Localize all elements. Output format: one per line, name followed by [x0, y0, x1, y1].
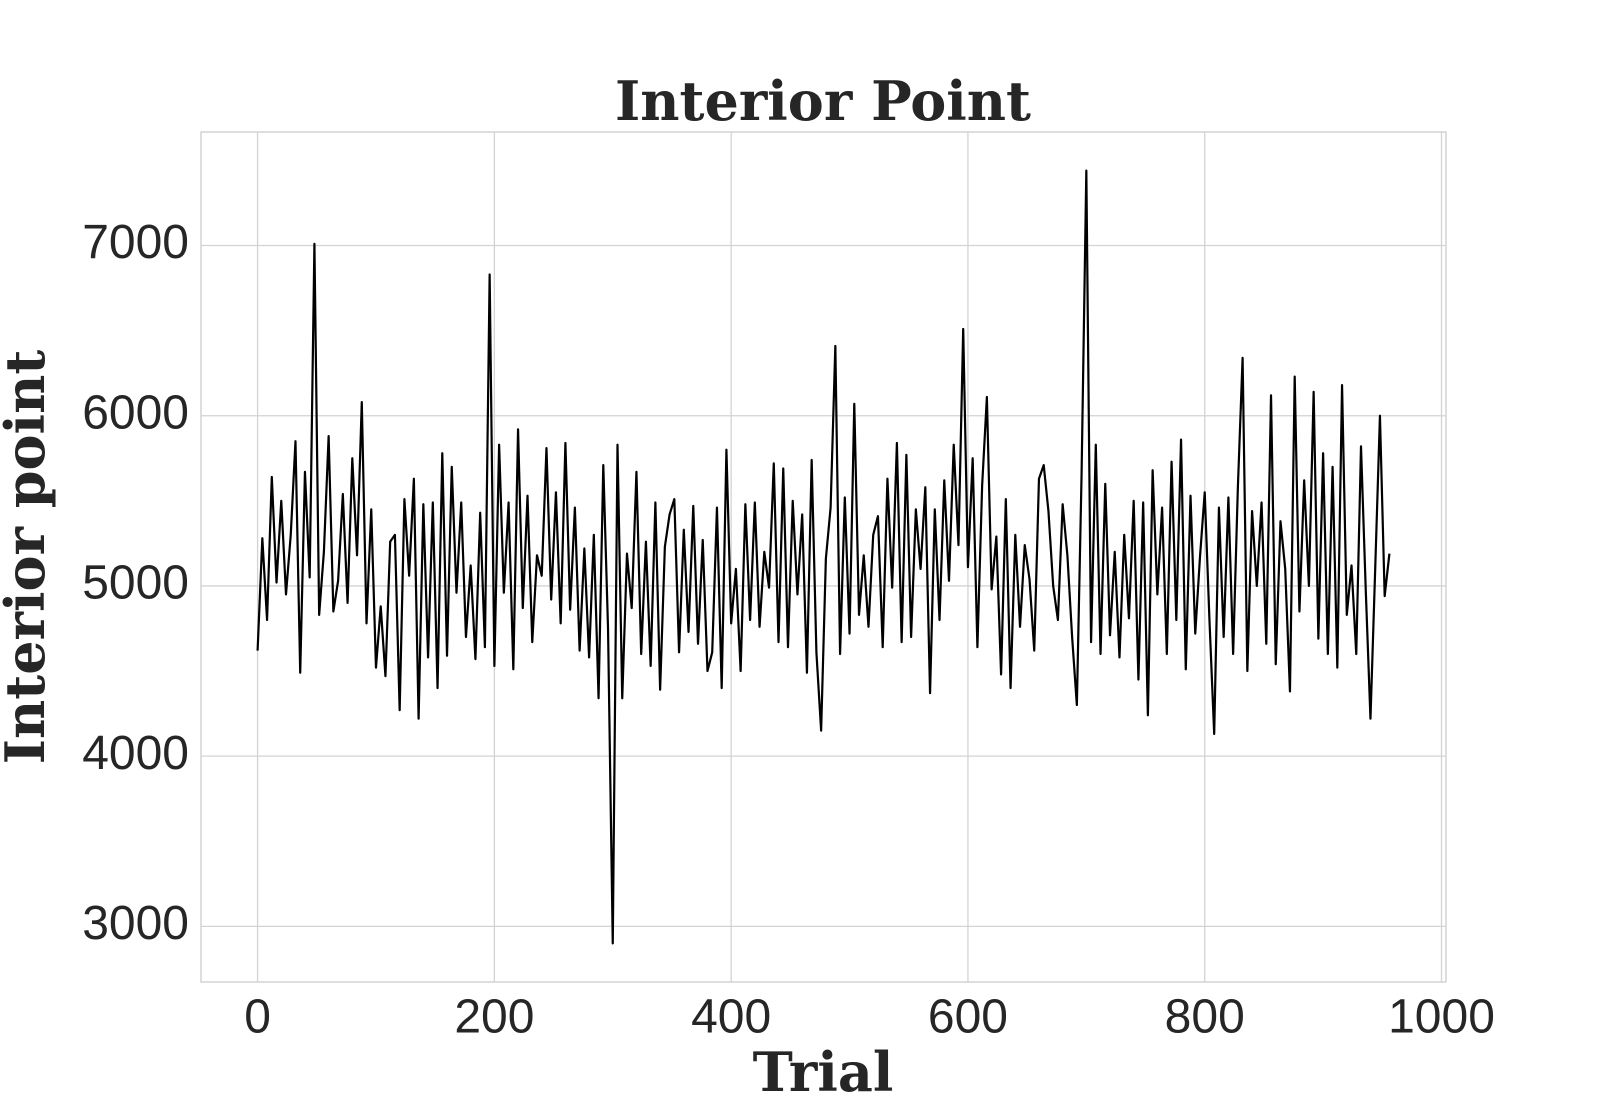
chart-title: Interior Point — [615, 69, 1031, 133]
y-axis-label: Interior point — [0, 350, 57, 765]
y-tick-label: 7000 — [82, 216, 189, 269]
data-line — [256, 169, 1391, 945]
y-tick-label: 3000 — [82, 897, 189, 950]
y-tick-label: 6000 — [82, 386, 189, 439]
y-tick-label: 5000 — [82, 557, 189, 610]
x-axis-label: Trial — [753, 1040, 894, 1100]
x-tick-label: 800 — [1165, 991, 1245, 1044]
y-tick-label: 4000 — [82, 727, 189, 780]
x-tick-label: 600 — [928, 991, 1008, 1044]
x-tick-label: 400 — [691, 991, 771, 1044]
x-tick-label: 1000 — [1388, 991, 1495, 1044]
x-tick-label: 0 — [244, 991, 271, 1044]
x-tick-label: 200 — [454, 991, 534, 1044]
